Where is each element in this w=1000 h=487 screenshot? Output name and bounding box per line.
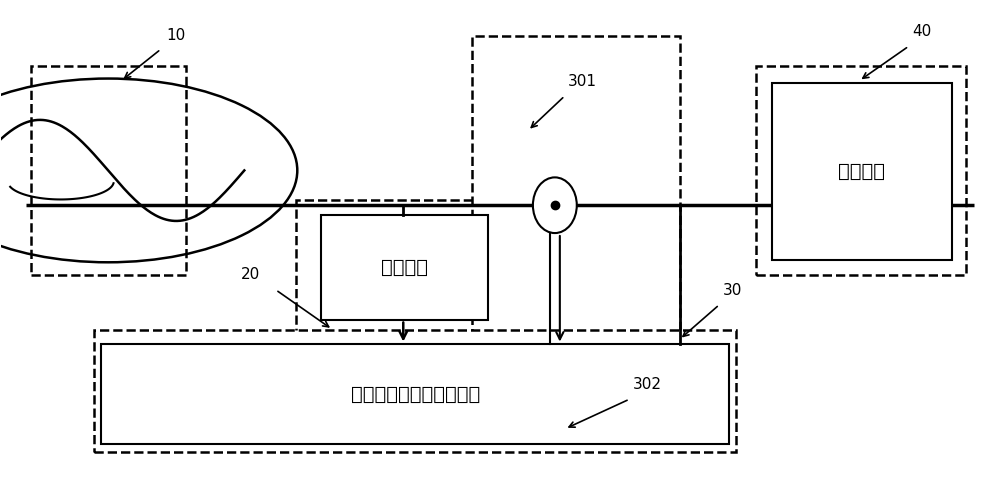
Text: 10: 10 [166, 28, 185, 43]
Bar [320, 215, 488, 319]
Text: 20: 20 [241, 267, 260, 282]
Text: 并网设备: 并网设备 [838, 162, 885, 181]
Text: 电流扰动: 电流扰动 [381, 258, 428, 277]
Text: 302: 302 [633, 377, 662, 392]
Bar [101, 344, 729, 444]
Bar [472, 36, 680, 414]
Text: 阻抗计算与指令输出单元: 阻抗计算与指令输出单元 [351, 385, 480, 404]
Text: 40: 40 [912, 24, 931, 39]
Ellipse shape [533, 177, 577, 233]
Text: 30: 30 [722, 282, 742, 298]
Bar [94, 330, 736, 452]
Text: 301: 301 [568, 74, 597, 89]
Bar [756, 66, 966, 275]
Bar [772, 83, 952, 260]
Bar [296, 200, 490, 439]
Bar [31, 66, 186, 275]
